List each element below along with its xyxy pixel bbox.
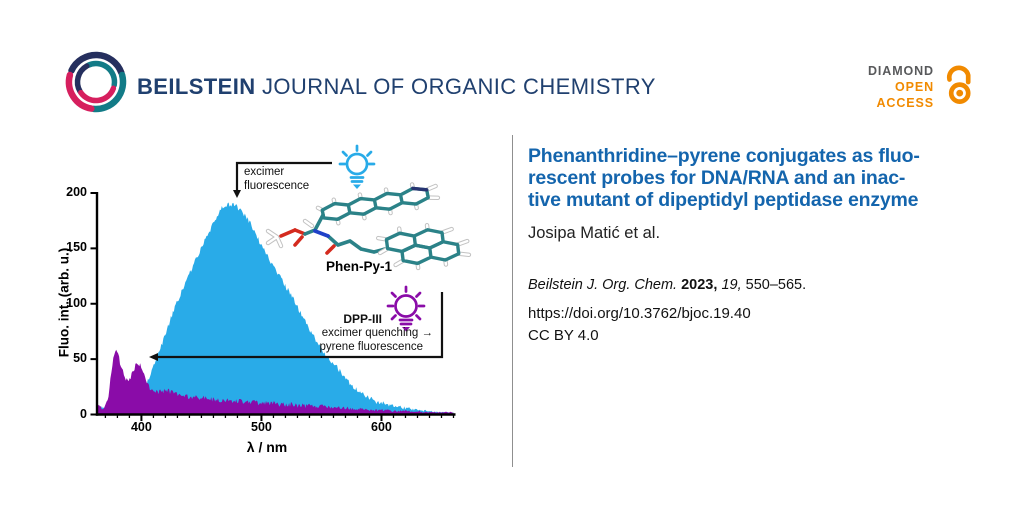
- x-tick-label: 400: [130, 420, 152, 434]
- article-title-line3: tive mutant of dipeptidyl peptidase enzy…: [528, 188, 919, 211]
- y-tick-label: 0: [80, 406, 87, 421]
- spectrum-area-purple: [97, 349, 454, 415]
- dpp-annotation-line1: excimer quenching →: [321, 327, 433, 339]
- article-authors: Josipa Matić et al.: [528, 224, 661, 242]
- beilstein-logo-icon: [65, 51, 127, 113]
- journal-name-beilstein: BEILSTEIN: [137, 74, 256, 99]
- dpp-annotation-line2: pyrene fluorescence: [319, 341, 423, 353]
- vertical-divider: [512, 135, 514, 467]
- article-title-line1: Phenanthridine–pyrene conjugates as fluo…: [528, 145, 920, 167]
- molecule-structure: [265, 180, 470, 272]
- y-axis-label: Fluo. int. (arb. u.): [56, 247, 72, 358]
- dpp-arrow: [149, 292, 444, 361]
- y-tick-label: 200: [66, 185, 87, 199]
- doi-link[interactable]: https://doi.org/10.3762/bjoc.19.40: [528, 305, 751, 322]
- excimer-arrow: [233, 161, 332, 198]
- excimer-annotation: excimer fluorescence: [244, 166, 309, 193]
- open-access-open: OPEN: [894, 79, 934, 94]
- journal-name-rest: JOURNAL OF ORGANIC CHEMISTRY: [262, 74, 656, 99]
- open-access-lock-icon: [946, 65, 971, 104]
- y-tick-label: 100: [66, 295, 87, 310]
- x-tick-label: 600: [371, 420, 392, 434]
- citation: Beilstein J. Org. Chem. 2023, 19, 550–56…: [528, 277, 806, 293]
- license-label: CC BY 4.0: [528, 327, 599, 344]
- x-axis-label: λ / nm: [246, 439, 288, 455]
- y-tick-label: 50: [73, 351, 87, 366]
- lightbulb-purple-icon: [386, 285, 426, 332]
- dpp-annotation-name: DPP-III: [343, 312, 382, 326]
- spectrum-area-blue: [97, 202, 454, 415]
- citation-year: 2023,: [681, 277, 718, 293]
- molecule-label: Phen-Py-1: [325, 259, 393, 274]
- open-access-diamond: DIAMOND: [867, 64, 934, 78]
- article-title: Phenanthridine–pyrene conjugates as fluo…: [528, 145, 1008, 211]
- citation-volume: 19,: [721, 277, 742, 293]
- citation-pages: 550–565.: [745, 277, 807, 293]
- x-tick-label: 500: [251, 420, 272, 434]
- citation-journal: Beilstein J. Org. Chem.: [528, 277, 678, 293]
- excimer-annotation-line2: fluorescence: [244, 179, 310, 192]
- y-tick-label: 150: [66, 240, 87, 255]
- article-title-line2: rescent probes for DNA/RNA and an inac-: [528, 166, 906, 189]
- open-access-access: ACCESS: [876, 95, 934, 110]
- open-access-badge: DIAMOND OPEN ACCESS: [760, 64, 934, 111]
- lightbulb-blue-icon: [338, 144, 376, 189]
- excimer-annotation-line1: excimer: [244, 166, 285, 178]
- journal-name: BEILSTEIN JOURNAL OF ORGANIC CHEMISTRY: [137, 74, 656, 100]
